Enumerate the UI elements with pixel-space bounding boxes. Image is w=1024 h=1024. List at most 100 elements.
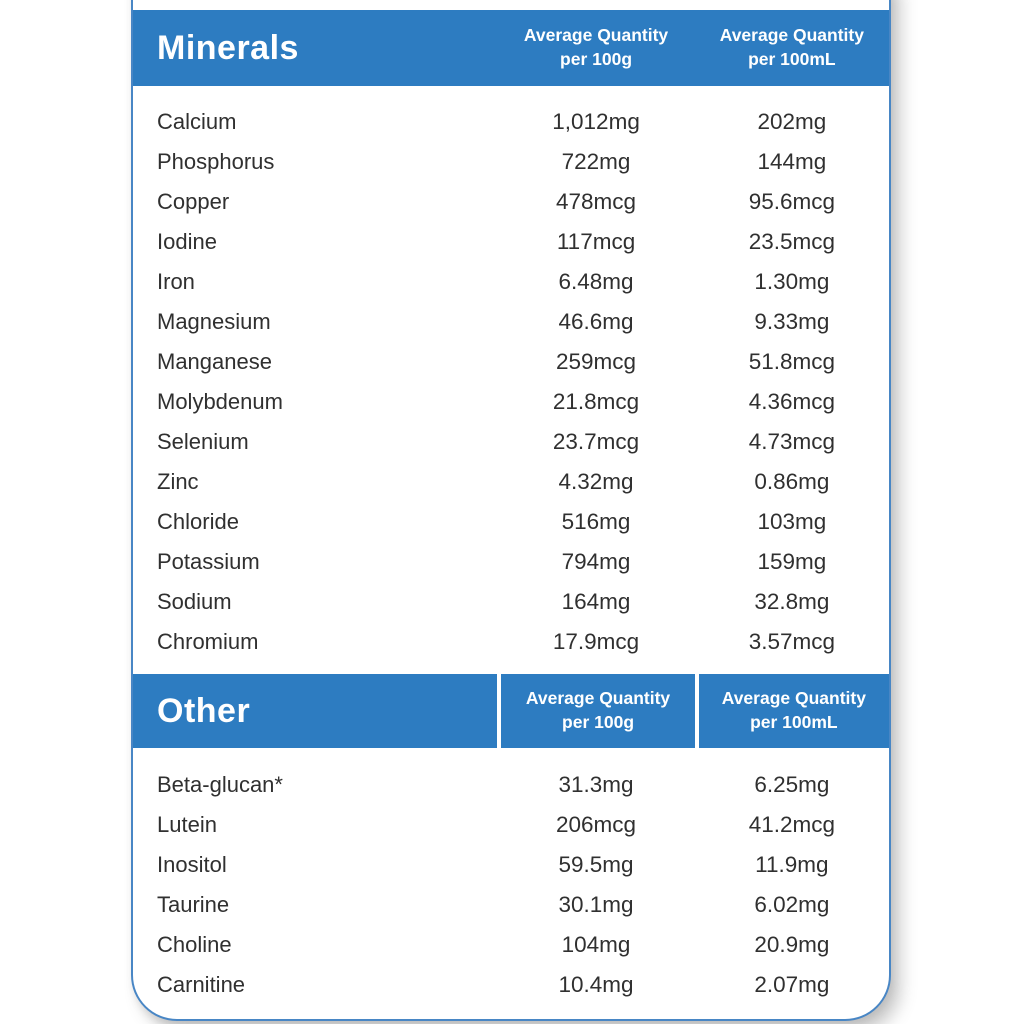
nutrient-name: Molybdenum bbox=[157, 389, 283, 414]
value-per-100g: 516mg bbox=[561, 509, 631, 534]
column-header-line1: Average Quantity bbox=[719, 25, 864, 46]
nutrient-name: Taurine bbox=[157, 892, 230, 917]
column-header-line2: per 100mL bbox=[750, 712, 838, 732]
nutrient-name: Calcium bbox=[157, 109, 237, 134]
value-per-100ml: 0.86mg bbox=[754, 469, 830, 494]
nutrition-information-card: Minerals Average Quantity per 100g Avera… bbox=[131, 0, 891, 1021]
table-row-zinc: Zinc 4.32mg 0.86mg bbox=[133, 462, 889, 502]
value-per-100ml: 41.2mcg bbox=[748, 812, 835, 837]
nutrient-name: Magnesium bbox=[157, 309, 271, 334]
nutrient-name: Inositol bbox=[157, 852, 227, 877]
table-row-calcium: Calcium 1,012mg 202mg bbox=[133, 102, 889, 142]
table-row-choline: Choline 104mg 20.9mg bbox=[133, 925, 889, 965]
value-per-100g: 1,012mg bbox=[552, 109, 640, 134]
value-per-100g: 722mg bbox=[561, 149, 631, 174]
column-header-per-100g: Average Quantity per 100g bbox=[497, 10, 694, 86]
table-row-manganese: Manganese 259mcg 51.8mcg bbox=[133, 342, 889, 382]
column-header-line2: per 100mL bbox=[748, 49, 836, 69]
value-per-100g: 164mg bbox=[561, 589, 631, 614]
value-per-100g: 31.3mg bbox=[558, 772, 634, 797]
value-per-100ml: 51.8mcg bbox=[748, 349, 835, 374]
value-per-100ml: 159mg bbox=[757, 549, 827, 574]
value-per-100ml: 1.30mg bbox=[754, 269, 830, 294]
table-row-copper: Copper 478mcg 95.6mcg bbox=[133, 182, 889, 222]
value-per-100g: 46.6mg bbox=[558, 309, 634, 334]
nutrient-name: Chromium bbox=[157, 629, 259, 654]
table-row-iron: Iron 6.48mg 1.30mg bbox=[133, 262, 889, 302]
column-header-line1: Average Quantity bbox=[525, 688, 671, 709]
nutrient-name: Potassium bbox=[157, 549, 260, 574]
value-per-100g: 117mcg bbox=[556, 229, 636, 254]
value-per-100g: 104mg bbox=[561, 932, 631, 957]
nutrient-name: Zinc bbox=[157, 469, 199, 494]
minerals-rows: Calcium 1,012mg 202mg Phosphorus 722mg 1… bbox=[133, 86, 889, 674]
minerals-section-header: Minerals Average Quantity per 100g Avera… bbox=[133, 10, 889, 86]
nutrient-name: Manganese bbox=[157, 349, 272, 374]
nutrient-name: Chloride bbox=[157, 509, 239, 534]
value-per-100g: 6.48mg bbox=[558, 269, 634, 294]
value-per-100g: 17.9mcg bbox=[552, 629, 640, 654]
nutrient-name: Selenium bbox=[157, 429, 249, 454]
value-per-100ml: 11.9mg bbox=[755, 852, 829, 877]
value-per-100g: 478mcg bbox=[556, 189, 637, 214]
nutrient-name: Iodine bbox=[157, 229, 217, 254]
table-row-potassium: Potassium 794mg 159mg bbox=[133, 542, 889, 582]
nutrient-name: Carnitine bbox=[157, 972, 246, 997]
table-row-chloride: Chloride 516mg 103mg bbox=[133, 502, 889, 542]
other-section-header: Other Average Quantity per 100g Average … bbox=[133, 674, 889, 748]
table-row-lutein: Lutein 206mcg 41.2mcg bbox=[133, 805, 889, 845]
column-header-line2: per 100g bbox=[560, 49, 633, 69]
value-per-100ml: 6.02mg bbox=[754, 892, 830, 917]
table-row-magnesium: Magnesium 46.6mg 9.33mg bbox=[133, 302, 889, 342]
column-header-per-100ml: Average Quantity per 100mL bbox=[695, 10, 889, 86]
value-per-100ml: 3.57mcg bbox=[748, 629, 835, 654]
column-header-line2: per 100g bbox=[562, 712, 635, 732]
table-row-inositol: Inositol 59.5mg 11.9mg bbox=[133, 845, 889, 885]
column-header-per-100g: Average Quantity per 100g bbox=[497, 674, 694, 748]
value-per-100g: 10.4mg bbox=[558, 972, 634, 997]
card-top-spacer bbox=[133, 0, 889, 10]
table-row-beta-glucan: Beta-glucan* 31.3mg 6.25mg bbox=[133, 765, 889, 805]
value-per-100ml: 9.33mg bbox=[754, 309, 830, 334]
table-row-chromium: Chromium 17.9mcg 3.57mcg bbox=[133, 622, 889, 662]
value-per-100ml: 6.25mg bbox=[754, 772, 830, 797]
value-per-100g: 794mg bbox=[561, 549, 631, 574]
value-per-100g: 206mcg bbox=[556, 812, 637, 837]
column-header-per-100ml: Average Quantity per 100mL bbox=[694, 674, 889, 748]
nutrient-name: Iron bbox=[157, 269, 195, 294]
value-per-100g: 4.32mg bbox=[558, 469, 634, 494]
table-row-molybdenum: Molybdenum 21.8mcg 4.36mcg bbox=[133, 382, 889, 422]
value-per-100ml: 23.5mcg bbox=[748, 229, 835, 254]
other-rows: Beta-glucan* 31.3mg 6.25mg Lutein 206mcg… bbox=[133, 748, 889, 1015]
section-title-other: Other bbox=[157, 691, 251, 730]
value-per-100ml: 144mg bbox=[757, 149, 827, 174]
value-per-100ml: 20.9mg bbox=[754, 932, 830, 957]
value-per-100g: 23.7mcg bbox=[552, 429, 640, 454]
value-per-100ml: 202mg bbox=[757, 109, 827, 134]
table-row-phosphorus: Phosphorus 722mg 144mg bbox=[133, 142, 889, 182]
section-title-minerals: Minerals bbox=[157, 28, 299, 67]
table-row-iodine: Iodine 117mcg 23.5mcg bbox=[133, 222, 889, 262]
nutrient-name: Beta-glucan* bbox=[157, 772, 283, 797]
value-per-100ml: 4.36mcg bbox=[748, 389, 835, 414]
table-row-carnitine: Carnitine 10.4mg 2.07mg bbox=[133, 965, 889, 1005]
value-per-100ml: 2.07mg bbox=[754, 972, 830, 997]
value-per-100ml: 32.8mg bbox=[754, 589, 830, 614]
nutrient-name: Choline bbox=[157, 932, 232, 957]
nutrient-name: Phosphorus bbox=[157, 149, 275, 174]
value-per-100ml: 4.73mcg bbox=[748, 429, 835, 454]
value-per-100ml: 103mg bbox=[757, 509, 827, 534]
value-per-100g: 59.5mg bbox=[558, 852, 634, 877]
value-per-100g: 21.8mcg bbox=[552, 389, 640, 414]
column-header-line1: Average Quantity bbox=[721, 688, 866, 709]
value-per-100g: 30.1mg bbox=[558, 892, 634, 917]
table-row-taurine: Taurine 30.1mg 6.02mg bbox=[133, 885, 889, 925]
nutrient-name: Copper bbox=[157, 189, 230, 214]
nutrient-name: Sodium bbox=[157, 589, 232, 614]
table-row-sodium: Sodium 164mg 32.8mg bbox=[133, 582, 889, 622]
column-header-line1: Average Quantity bbox=[523, 25, 669, 46]
value-per-100g: 259mcg bbox=[556, 349, 637, 374]
nutrient-name: Lutein bbox=[157, 812, 217, 837]
table-row-selenium: Selenium 23.7mcg 4.73mcg bbox=[133, 422, 889, 462]
value-per-100ml: 95.6mcg bbox=[748, 189, 835, 214]
